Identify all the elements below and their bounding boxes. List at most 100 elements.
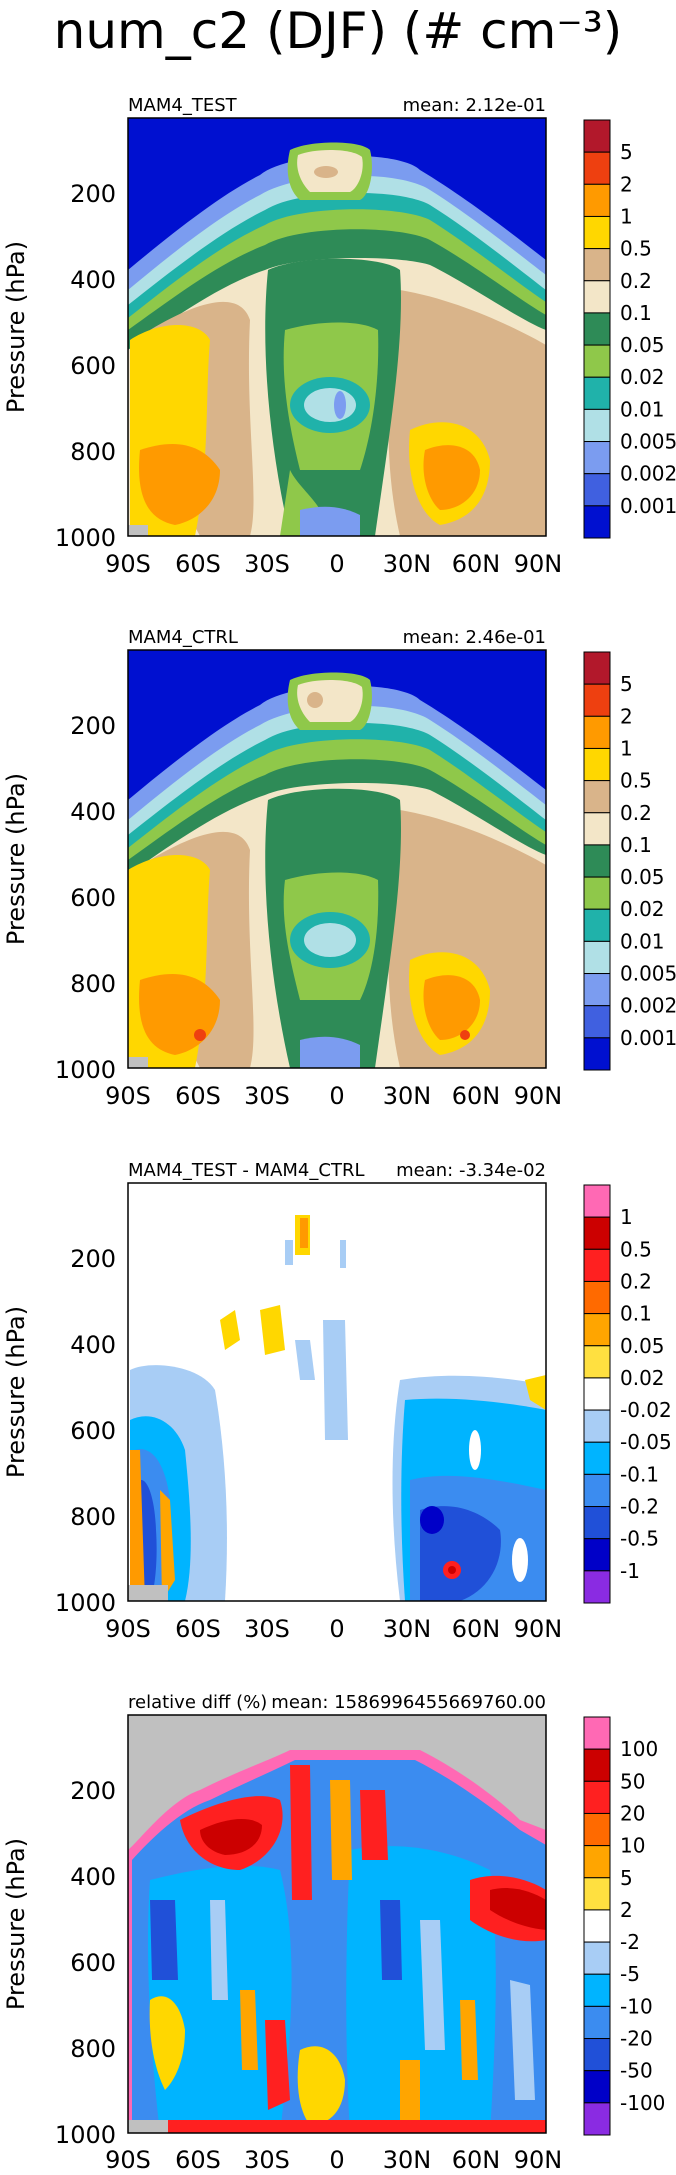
panel-ctrl-ylabel: Pressure (hPa): [2, 773, 30, 945]
colorbar-swatch: [583, 2102, 611, 2136]
colorbar-level-label: -1: [620, 1559, 640, 1583]
x-tick-label: 60N: [452, 550, 501, 578]
colorbar-swatch: [583, 940, 611, 975]
panel-diff-left-label: MAM4_TEST - MAM4_CTRL: [128, 1160, 364, 1181]
colorbar-swatch: [583, 183, 611, 217]
colorbar-swatch: [583, 1280, 611, 1315]
colorbar-level-label: 5: [620, 140, 633, 164]
colorbar-level-label: -100: [620, 2091, 665, 2115]
colorbar-swatch: [583, 876, 611, 910]
x-tick-label: 30S: [244, 1082, 290, 1110]
colorbar-level-label: -2: [620, 1930, 640, 1954]
x-tick-label: 0: [329, 1082, 344, 1110]
x-tick-label: 60S: [175, 1082, 221, 1110]
colorbar-level-label: 0.5: [620, 1237, 652, 1261]
colorbar-swatch: [583, 408, 611, 443]
colorbar-level-label: 0.2: [620, 801, 652, 825]
colorbar-swatch: [583, 1845, 611, 1879]
colorbar-swatch: [583, 2005, 611, 2040]
colorbar-swatch: [583, 473, 611, 507]
colorbar-level-label: 0.5: [620, 769, 652, 793]
colorbar-level-label: -0.2: [620, 1495, 659, 1519]
y-tick-label: 400: [70, 266, 116, 294]
colorbar-swatch: [583, 973, 611, 1007]
panel-ctrl-xticks: 90S 60S 30S 0 30N 60N 90N: [105, 1082, 562, 1110]
x-tick-label: 30S: [244, 1615, 290, 1643]
colorbar-level-label: -20: [620, 2027, 653, 2051]
panel-reldiff-field: [128, 1715, 546, 2133]
colorbar-swatch: [583, 1973, 611, 2007]
colorbar-level-label: -5: [620, 1962, 640, 1986]
colorbar-level-label: -50: [620, 2059, 653, 2083]
colorbar-level-label: 5: [620, 672, 633, 696]
panel-diff: MAM4_TEST - MAM4_CTRL mean: -3.34e-02 Pr…: [2, 1160, 672, 1643]
colorbar-level-label: 0.005: [620, 962, 676, 986]
x-tick-label: 30S: [244, 550, 290, 578]
colorbar-swatch: [583, 651, 611, 685]
panel-diff-yticks: 200 400 600 800 1000: [55, 1245, 116, 1617]
x-tick-label: 60S: [175, 550, 221, 578]
colorbar-level-label: -10: [620, 1994, 653, 2018]
colorbar-level-label: 5: [620, 1866, 633, 1890]
y-tick-label: 1000: [55, 524, 116, 552]
colorbar-swatch: [583, 1538, 611, 1572]
colorbar-level-label: 0.001: [620, 1026, 676, 1050]
colorbar-swatch: [583, 683, 611, 717]
colorbar-level-label: 0.2: [620, 1269, 652, 1293]
y-tick-label: 400: [70, 798, 116, 826]
panel-ctrl-left-label: MAM4_CTRL: [128, 627, 238, 648]
colorbar-swatch: [583, 505, 611, 539]
colorbar-level-label: 50: [620, 1769, 645, 1793]
panel-test-ylabel: Pressure (hPa): [2, 241, 30, 413]
colorbar-swatch: [583, 1473, 611, 1508]
colorbar-swatch: [583, 151, 611, 185]
colorbar-level-label: -0.05: [620, 1430, 672, 1454]
x-tick-label: 30N: [383, 2146, 432, 2174]
colorbar-swatch: [583, 1037, 611, 1071]
colorbar-level-label: 0.005: [620, 430, 676, 454]
y-tick-label: 800: [70, 2035, 116, 2063]
colorbar-level-label: 0.01: [620, 397, 665, 421]
colorbar-swatch: [583, 780, 611, 814]
x-tick-label: 90S: [105, 1615, 151, 1643]
colorbar-level-label: 100: [620, 1737, 658, 1761]
colorbar-level-label: -0.5: [620, 1527, 659, 1551]
x-tick-label: 60S: [175, 2146, 221, 2174]
x-tick-label: 90N: [514, 2146, 563, 2174]
y-tick-label: 800: [70, 438, 116, 466]
colorbar-level-label: 2: [620, 172, 633, 196]
colorbar-level-label: 0.002: [620, 462, 676, 486]
colorbar-swatch: [583, 715, 611, 749]
panel-reldiff-xticks: 90S 60S 30S 0 30N 60N 90N: [105, 2146, 562, 2174]
colorbar-level-label: 20: [620, 1801, 645, 1825]
colorbar-swatch: [583, 812, 611, 846]
y-tick-label: 600: [70, 1417, 116, 1445]
x-tick-label: 30N: [383, 1082, 432, 1110]
panel-diff-right-label: mean: -3.34e-02: [396, 1160, 546, 1181]
panel-reldiff-frame: [127, 1714, 547, 2134]
colorbar-swatch: [583, 441, 611, 475]
colorbar-level-label: -0.1: [620, 1462, 659, 1486]
colorbar-swatch: [583, 1441, 611, 1475]
x-tick-label: 30N: [383, 1615, 432, 1643]
colorbar-level-label: 0.5: [620, 237, 652, 261]
colorbar-swatch: [583, 119, 611, 153]
x-tick-label: 60N: [452, 1082, 501, 1110]
y-tick-label: 1000: [55, 1589, 116, 1617]
colorbar-level-label: 1: [620, 204, 633, 228]
panel-test-frame: [127, 117, 547, 537]
colorbar-level-label: 10: [620, 1834, 645, 1858]
x-tick-label: 0: [329, 2146, 344, 2174]
panel-test-field: [128, 118, 546, 536]
x-tick-label: 90N: [514, 1615, 563, 1643]
y-tick-label: 200: [70, 1777, 116, 1805]
x-tick-label: 90S: [105, 550, 151, 578]
x-tick-label: 0: [329, 550, 344, 578]
colorbar-swatch: [583, 1345, 611, 1379]
colorbar-swatch: [583, 376, 611, 410]
panel-ctrl-field: [128, 650, 546, 1068]
panel-test-colorbar: 5 2 1 0.5 0.2 0.1 0.05 0.02 0.01 0.005 0.002 0.001: [583, 119, 676, 539]
figure-title: num_c2 (DJF) (# cm⁻³): [54, 2, 623, 60]
colorbar-swatch: [583, 1570, 611, 1604]
colorbar-swatch: [583, 248, 611, 282]
